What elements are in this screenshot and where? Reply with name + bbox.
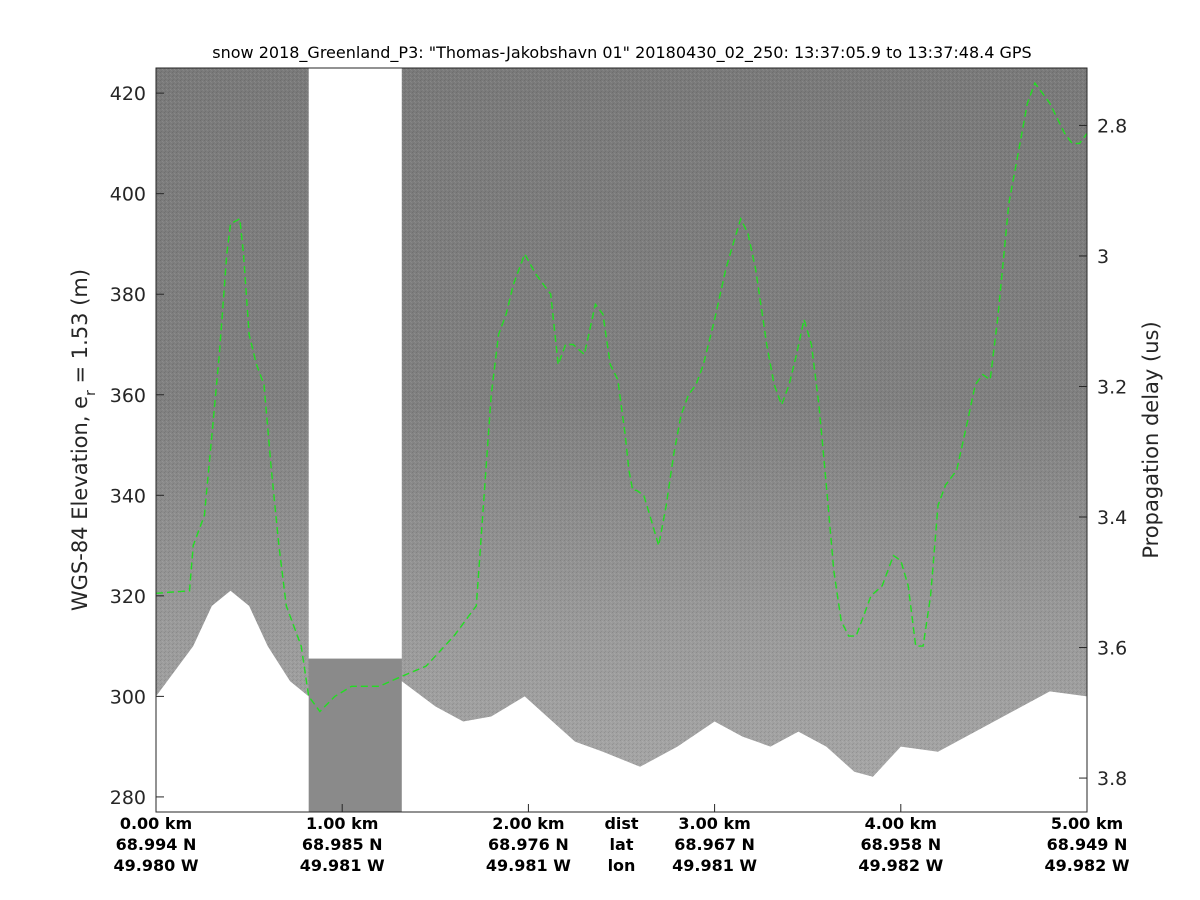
bottom-label-lon: 49.981 W xyxy=(486,856,571,875)
left-axis: 280 300 320 340 360 380 400 420 xyxy=(110,83,164,809)
left-tick-label: 420 xyxy=(110,83,146,105)
y-axis-label-right: Propagation delay (us) xyxy=(1139,321,1163,558)
left-tick-label: 320 xyxy=(110,586,146,608)
bottom-axis xyxy=(155,804,1088,812)
right-tick-label: 3.6 xyxy=(1097,638,1127,660)
bottom-label-dist: 2.00 km xyxy=(492,814,564,833)
y-axis-label-left: WGS-84 Elevation, er = 1.53 (m) xyxy=(68,269,99,611)
left-tick-label: 360 xyxy=(110,385,146,407)
chart-title: snow 2018_Greenland_P3: "Thomas-Jakobsha… xyxy=(212,43,1031,63)
left-tick-label: 340 xyxy=(110,485,146,507)
right-tick-label: 3.8 xyxy=(1097,768,1127,790)
bottom-label-lon: 49.981 W xyxy=(300,856,385,875)
bottom-label-dist: dist xyxy=(604,814,638,833)
bottom-label-dist: 1.00 km xyxy=(306,814,378,833)
bottom-label-lat: 68.994 N xyxy=(116,835,197,854)
right-tick-label: 3.4 xyxy=(1097,507,1127,529)
bottom-label-lat: 68.958 N xyxy=(860,835,941,854)
bottom-label-dist: 5.00 km xyxy=(1051,814,1123,833)
bottom-label-lon: 49.982 W xyxy=(858,856,943,875)
bottom-label-dist: 4.00 km xyxy=(865,814,937,833)
right-tick-label: 2.8 xyxy=(1097,115,1127,137)
bottom-label-lat: 68.985 N xyxy=(302,835,383,854)
plot-frame xyxy=(155,67,1088,813)
bottom-label-dist: 3.00 km xyxy=(678,814,750,833)
bottom-label-lon: 49.981 W xyxy=(672,856,757,875)
bottom-label-lat: 68.976 N xyxy=(488,835,569,854)
left-tick-label: 380 xyxy=(110,284,146,306)
bottom-label-lat: 68.949 N xyxy=(1047,835,1128,854)
data-gap xyxy=(308,68,402,659)
left-tick-label: 300 xyxy=(110,686,146,708)
surface-trace xyxy=(155,81,1088,713)
bottom-label-lon: lon xyxy=(608,856,636,875)
left-tick-label: 400 xyxy=(110,184,146,206)
right-axis: 2.8 3 3.2 3.4 3.6 3.8 xyxy=(1079,115,1127,790)
left-tick-label: 280 xyxy=(110,787,146,809)
right-tick-label: 3.2 xyxy=(1097,376,1127,398)
bottom-label-lat: 68.967 N xyxy=(674,835,755,854)
data-gap-low xyxy=(308,658,402,812)
bottom-label-lat: lat xyxy=(610,835,634,854)
bottom-location-labels: 0.00 km 68.994 N 49.980 W 1.00 km 68.985 N 49… xyxy=(114,814,1130,875)
bottom-label-lon: 49.982 W xyxy=(1045,856,1130,875)
echogram-image xyxy=(156,68,1087,812)
right-tick-label: 3 xyxy=(1097,246,1109,268)
bottom-label-lon: 49.980 W xyxy=(114,856,199,875)
bottom-label-dist: 0.00 km xyxy=(120,814,192,833)
